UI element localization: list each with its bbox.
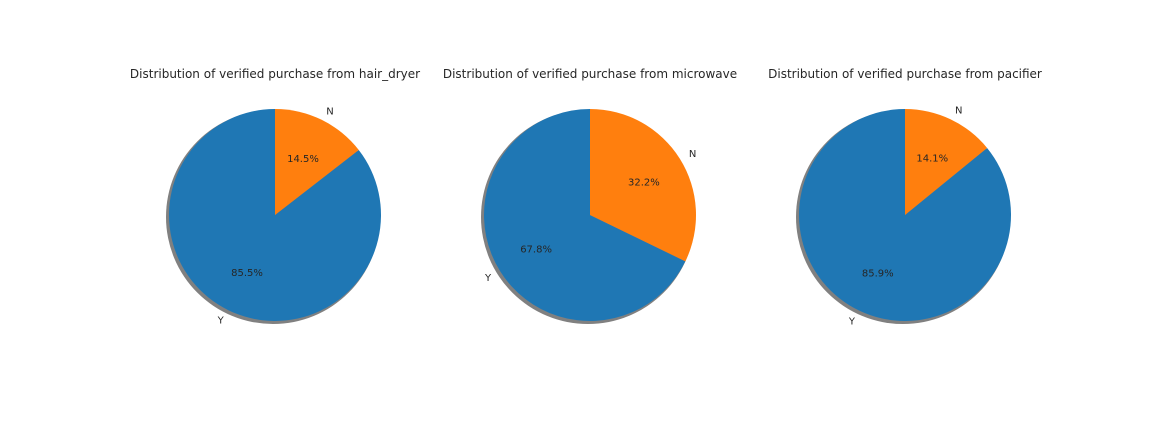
slice-label-y-hair-dryer: Y <box>217 316 225 327</box>
pie-chart-pacifier: Distribution of verified purchase from p… <box>768 67 1042 327</box>
pie-slice-n-hair-dryer <box>275 109 359 215</box>
pct-label-y-microwave: 67.8% <box>520 245 552 256</box>
chart-title-microwave: Distribution of verified purchase from m… <box>443 67 737 81</box>
pie-chart-microwave: Distribution of verified purchase from m… <box>443 67 737 324</box>
pct-label-n-hair-dryer: 14.5% <box>287 154 319 165</box>
pie-slice-n-pacifier <box>905 109 988 215</box>
pct-label-y-hair-dryer: 85.5% <box>231 268 263 279</box>
chart-title-pacifier: Distribution of verified purchase from p… <box>768 67 1042 81</box>
pie-slice-n-microwave <box>590 109 696 262</box>
pie-chart-hair-dryer: Distribution of verified purchase from h… <box>130 67 420 327</box>
pct-label-n-pacifier: 14.1% <box>916 154 948 165</box>
slice-label-y-pacifier: Y <box>848 316 856 327</box>
slice-label-n-hair-dryer: N <box>326 106 333 117</box>
pie-slice-y-microwave <box>484 109 686 322</box>
pie-slice-y-pacifier <box>799 109 1012 321</box>
pct-label-y-pacifier: 85.9% <box>862 268 894 279</box>
chart-title-hair-dryer: Distribution of verified purchase from h… <box>130 67 420 81</box>
slice-label-y-microwave: Y <box>484 273 492 284</box>
slice-label-n-microwave: N <box>689 149 696 160</box>
pie-slice-y-hair-dryer <box>169 109 382 322</box>
pct-label-n-microwave: 32.2% <box>628 177 660 188</box>
slice-label-n-pacifier: N <box>955 106 962 117</box>
